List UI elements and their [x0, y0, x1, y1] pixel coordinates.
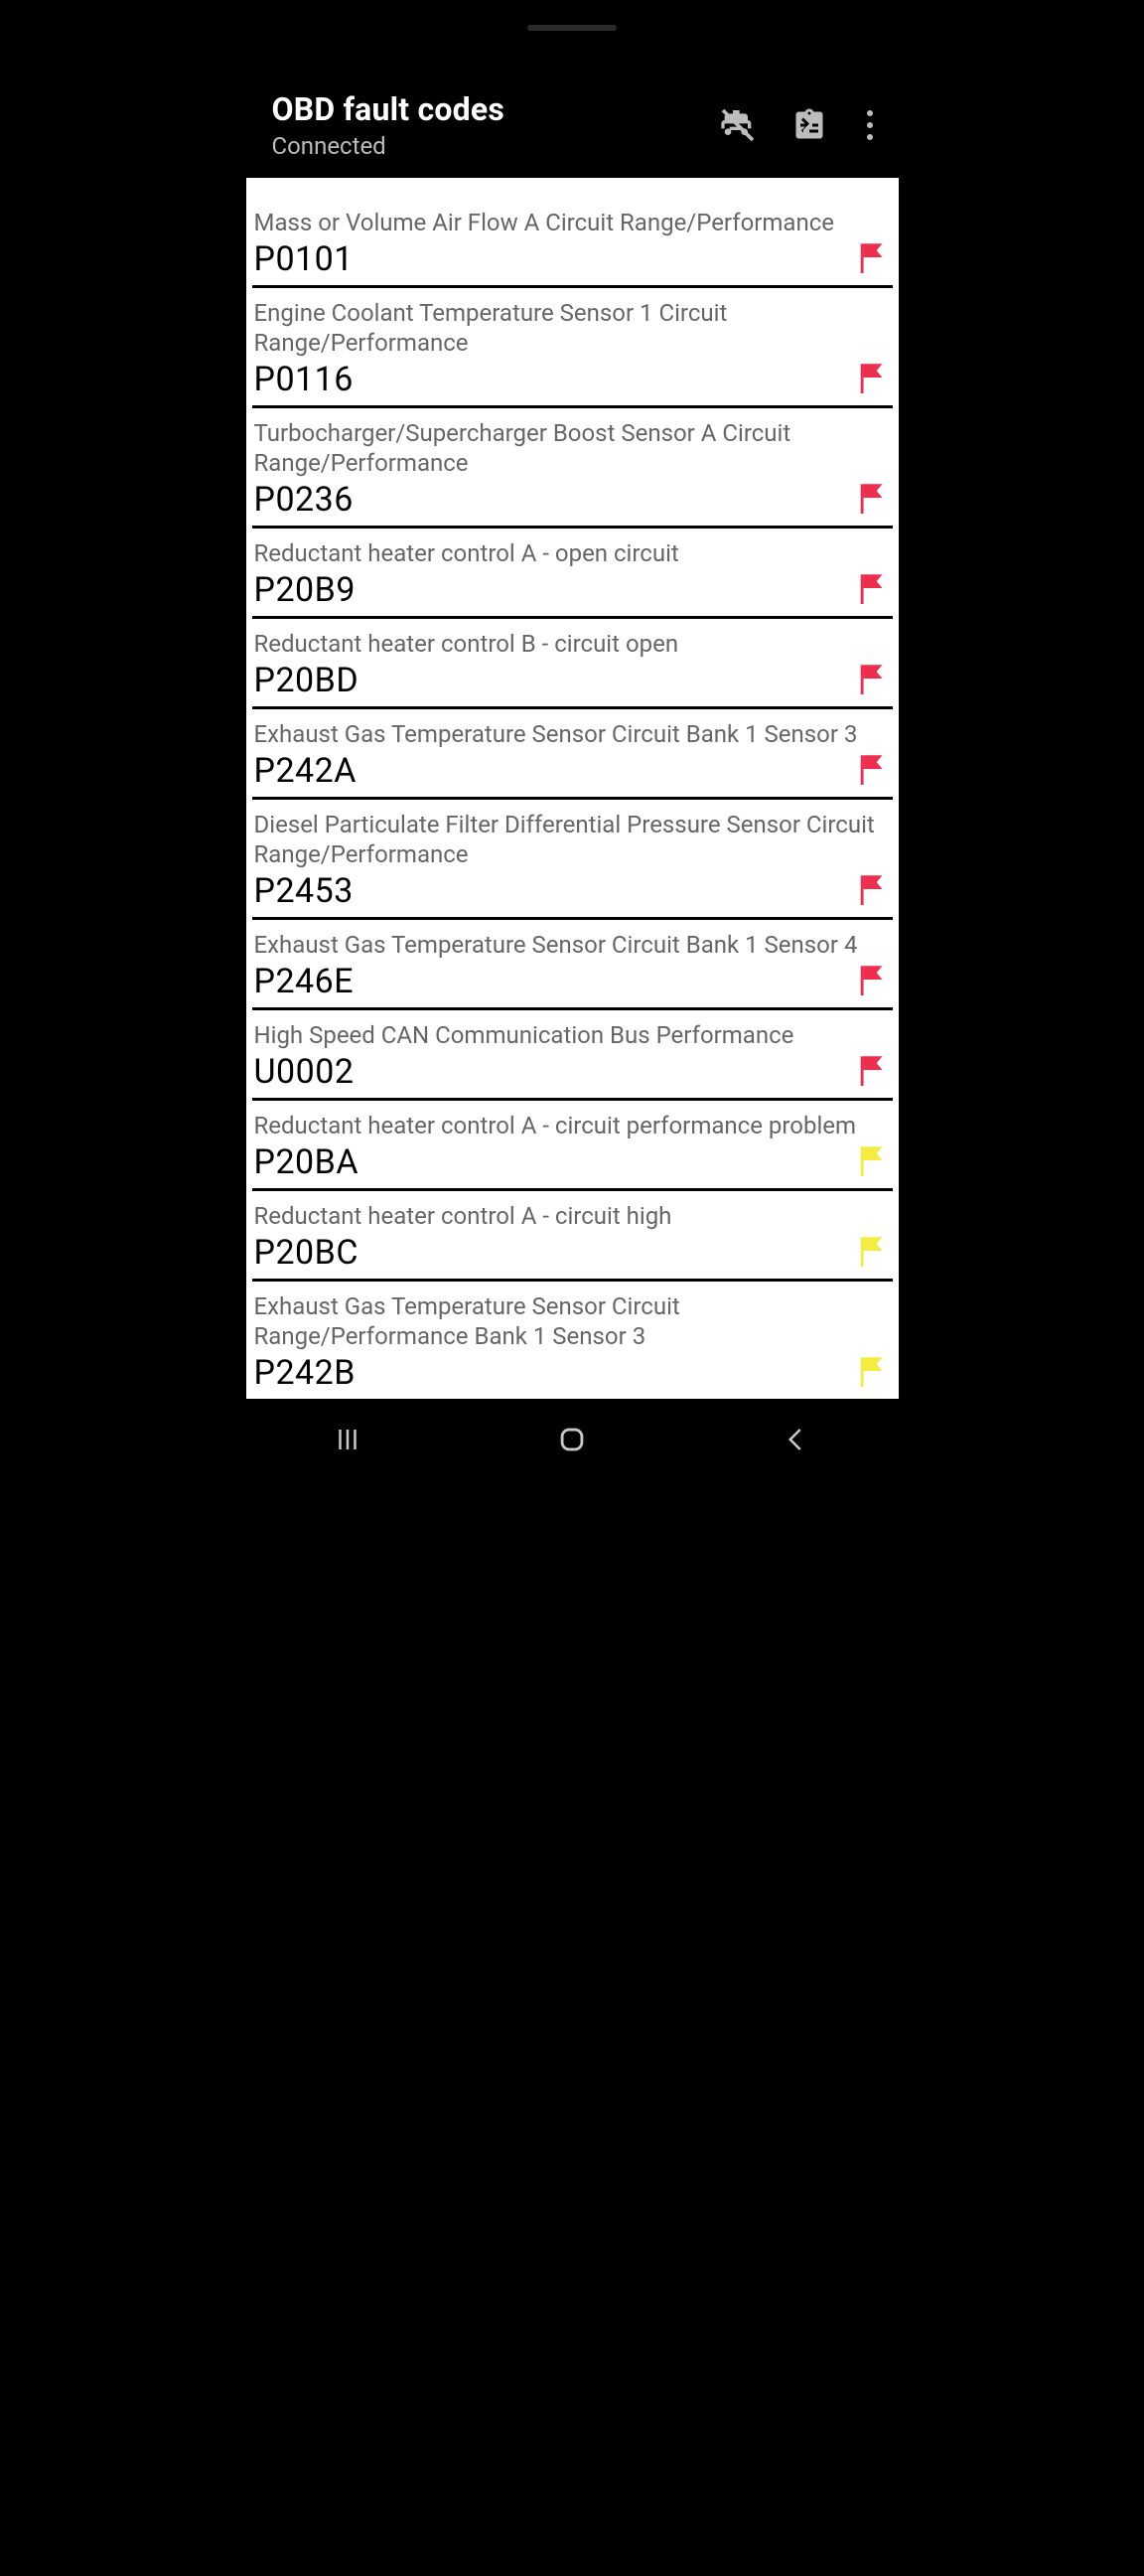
page-title: OBD fault codes [272, 90, 718, 128]
fault-code: P246E [254, 962, 355, 1001]
fault-code: P0116 [254, 360, 354, 399]
fault-description: Reductant heater control B - circuit ope… [254, 629, 891, 659]
flag-icon [857, 964, 885, 999]
fault-code: P20BA [254, 1142, 359, 1182]
more-menu-icon[interactable] [861, 110, 879, 140]
fault-item[interactable]: Reductant heater control A - circuit hig… [252, 1191, 893, 1282]
fault-item[interactable]: Diesel Particulate Filter Differential P… [252, 800, 893, 920]
fault-item[interactable]: High Speed CAN Communication Bus Perform… [252, 1010, 893, 1101]
phone-frame: OBD fault codes Connected Mass or Volume… [226, 0, 919, 1496]
fault-code: P242A [254, 751, 357, 791]
speaker-slot [527, 25, 617, 31]
fault-description: Reductant heater control A - open circui… [254, 538, 891, 568]
recent-apps-button[interactable] [333, 1425, 362, 1454]
fault-code-row: P20BC [254, 1233, 891, 1273]
fault-code: U0002 [254, 1052, 355, 1092]
fault-description: Diesel Particulate Filter Differential P… [254, 810, 891, 869]
fault-description: Exhaust Gas Temperature Sensor Circuit B… [254, 719, 891, 749]
fault-code-row: P242B [254, 1353, 891, 1393]
disconnect-icon[interactable] [718, 105, 758, 145]
fault-code: P0236 [254, 480, 354, 520]
flag-icon [857, 873, 885, 909]
fault-code-row: P0116 [254, 360, 891, 399]
fault-item[interactable]: Exhaust Gas Temperature Sensor Circuit B… [252, 920, 893, 1010]
flag-icon [857, 241, 885, 277]
fault-code: P242B [254, 1353, 356, 1393]
fault-item[interactable]: Reductant heater control B - circuit ope… [252, 619, 893, 709]
fault-list: Mass or Volume Air Flow A Circuit Range/… [246, 178, 899, 1399]
fault-code-row: P242A [254, 751, 891, 791]
fault-description: Exhaust Gas Temperature Sensor Circuit R… [254, 1291, 891, 1351]
fault-item[interactable]: Reductant heater control A - open circui… [252, 529, 893, 619]
fault-code-row: P20B9 [254, 570, 891, 610]
flag-icon [857, 1355, 885, 1391]
back-button[interactable] [782, 1425, 811, 1454]
flag-icon [857, 572, 885, 608]
fault-item[interactable]: Engine Coolant Temperature Sensor 1 Circ… [252, 288, 893, 408]
fault-code-row: P0101 [254, 239, 891, 279]
flag-icon [857, 362, 885, 397]
header-titles: OBD fault codes Connected [272, 90, 718, 160]
fault-item[interactable]: Exhaust Gas Temperature Sensor Circuit B… [252, 709, 893, 800]
fault-code-row: P0236 [254, 480, 891, 520]
flag-icon [857, 482, 885, 518]
fault-description: High Speed CAN Communication Bus Perform… [254, 1020, 891, 1050]
fault-code-row: P20BD [254, 661, 891, 700]
header-actions [718, 105, 879, 145]
fault-code-row: U0002 [254, 1052, 891, 1092]
connection-status: Connected [272, 132, 718, 160]
fault-description: Mass or Volume Air Flow A Circuit Range/… [254, 208, 891, 237]
flag-icon [857, 1144, 885, 1180]
android-navbar [236, 1399, 909, 1496]
home-button[interactable] [555, 1423, 589, 1456]
fault-code-row: P2453 [254, 871, 891, 911]
app-header: OBD fault codes Connected [236, 90, 909, 178]
fault-item[interactable]: Mass or Volume Air Flow A Circuit Range/… [252, 198, 893, 288]
fault-description: Reductant heater control A - circuit hig… [254, 1201, 891, 1231]
fault-description: Exhaust Gas Temperature Sensor Circuit B… [254, 930, 891, 960]
fault-code: P2453 [254, 871, 354, 911]
fault-item[interactable]: Exhaust Gas Temperature Sensor Circuit R… [252, 1282, 893, 1399]
flag-icon [857, 1054, 885, 1090]
fault-description: Engine Coolant Temperature Sensor 1 Circ… [254, 298, 891, 358]
fault-description: Reductant heater control A - circuit per… [254, 1111, 891, 1140]
fault-code-row: P246E [254, 962, 891, 1001]
fault-item[interactable]: Reductant heater control A - circuit per… [252, 1101, 893, 1191]
fault-code: P0101 [254, 239, 354, 279]
clipboard-icon[interactable] [791, 107, 827, 143]
fault-item[interactable]: Turbocharger/Supercharger Boost Sensor A… [252, 408, 893, 529]
fault-description: Turbocharger/Supercharger Boost Sensor A… [254, 418, 891, 478]
flag-icon [857, 1235, 885, 1271]
fault-code: P20BC [254, 1233, 358, 1273]
fault-code: P20B9 [254, 570, 356, 610]
flag-icon [857, 753, 885, 789]
fault-code: P20BD [254, 661, 359, 700]
flag-icon [857, 663, 885, 698]
fault-code-row: P20BA [254, 1142, 891, 1182]
